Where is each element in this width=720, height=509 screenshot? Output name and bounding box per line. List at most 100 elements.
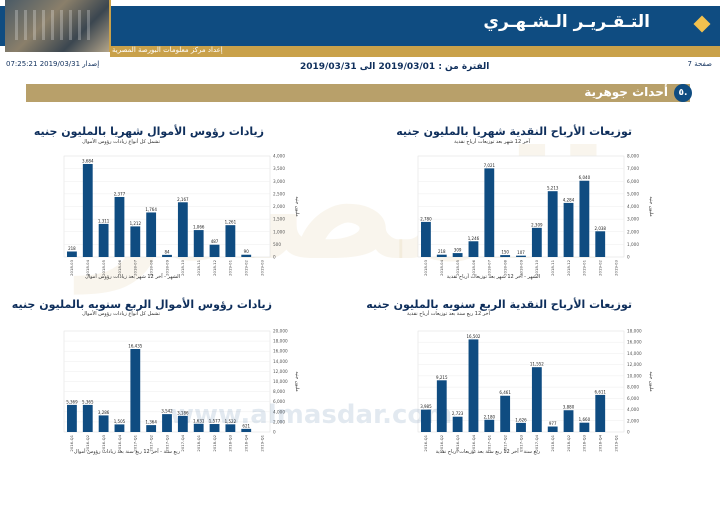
bar — [82, 404, 93, 432]
data-label: 2,309 — [531, 222, 543, 227]
data-label: 1,577 — [209, 419, 221, 424]
x-tick-label: 2017-Q2 — [148, 434, 153, 451]
x-tick-label: 2018-11 — [196, 259, 201, 275]
page-number: صفحة 7 — [687, 60, 712, 68]
bar — [500, 255, 511, 257]
x-tick-label: 2018-04 — [439, 259, 444, 275]
y-tick-label: 8,000 — [627, 154, 639, 159]
data-label: 977 — [549, 421, 557, 426]
bar — [209, 424, 220, 432]
bar — [547, 191, 558, 257]
y-tick-label: 2,000 — [273, 204, 285, 209]
chart-caption: ربع سنة - آخر 12 ربع سنة بعد زيادات رؤوس… — [73, 449, 180, 455]
data-label: 16,435 — [128, 344, 142, 349]
data-label: 2,723 — [452, 411, 464, 416]
x-tick-label: 2017-Q2 — [502, 434, 507, 451]
x-tick-label: 2018-10 — [534, 259, 539, 275]
y-tick-label: 4,000 — [273, 154, 285, 159]
bar — [468, 241, 479, 257]
y-tick-label: 4,000 — [273, 409, 285, 414]
chart-caption: الشهر - آخر 12 شهر بعد زيادات رؤوس أموال — [85, 274, 180, 280]
x-tick-label: 2018-05 — [455, 259, 460, 275]
bar — [452, 253, 463, 257]
y-tick-label: 0 — [273, 255, 276, 260]
y-tick-label: 6,000 — [627, 396, 639, 401]
y-tick-label: 8,000 — [627, 385, 639, 390]
y-tick-label: 1,000 — [627, 242, 639, 247]
bar — [98, 223, 109, 257]
y-axis-label: مليون جنيه — [648, 371, 653, 392]
chart-quarterly-dividends: 0 2,000 4,000 6,000 8,000 10,000 12,000 14,000 1… — [417, 329, 653, 452]
x-tick-label: 2019-01 — [582, 259, 587, 275]
header-corner-emblem — [688, 6, 720, 46]
x-tick-label: 2016-Q4 — [471, 434, 476, 451]
data-label: 1,364 — [145, 420, 157, 425]
bar — [516, 422, 526, 432]
x-tick-label: 2016-Q3 — [101, 434, 106, 451]
data-label: 487 — [211, 239, 219, 244]
section-title: أحداث جوهرية — [584, 85, 668, 99]
data-label: 2,780 — [420, 216, 432, 221]
chart-title: زيادات رؤوس الأموال شهريا بالمليون جنيه — [33, 125, 264, 138]
x-tick-label: 2019-02 — [244, 259, 249, 275]
y-tick-label: 18,000 — [273, 339, 288, 344]
x-tick-label: 2018-Q3 — [582, 434, 587, 451]
x-tick-label: 2019-03 — [613, 259, 618, 275]
data-label: 150 — [501, 250, 509, 255]
x-tick-label: 2018-Q4 — [598, 434, 603, 451]
x-tick-label: 2018-Q1 — [196, 434, 201, 451]
bar — [468, 339, 479, 432]
y-tick-label: 0 — [273, 430, 276, 435]
y-tick-label: 2,500 — [273, 191, 285, 196]
bar — [484, 419, 495, 432]
data-label: 5,369 — [66, 399, 78, 404]
data-label: 5,365 — [82, 399, 94, 404]
bar — [67, 251, 77, 257]
chart-monthly-dividends: 0 1,000 2,000 3,000 4,000 5,000 6,000 7,000 8,00… — [417, 154, 653, 276]
y-tick-label: 3,000 — [627, 217, 639, 222]
x-tick-label: 2018-07 — [487, 259, 492, 275]
data-label: 1,626 — [515, 417, 527, 422]
y-tick-label: 2,000 — [627, 418, 639, 423]
bar — [130, 226, 141, 257]
data-label: 1,212 — [130, 221, 142, 226]
data-label: 9,215 — [436, 375, 448, 380]
y-tick-label: 14,000 — [627, 351, 642, 356]
x-tick-label: 2018-03 — [423, 259, 428, 275]
bar — [193, 230, 204, 257]
x-tick-label: 2016-Q2 — [85, 434, 90, 451]
bar — [484, 168, 495, 257]
bar — [130, 349, 141, 432]
x-tick-label: 2016-Q3 — [455, 434, 460, 451]
y-tick-label: 500 — [273, 242, 281, 247]
report-title: التـقـريـر الـشـهـري — [483, 12, 650, 32]
chart-subtitle: آخر 12 ربع سنة بعد توزيعات أرباح نقدية — [406, 311, 490, 317]
data-label: 107 — [517, 250, 525, 255]
bar — [209, 244, 220, 257]
x-tick-label: 2018-Q2 — [566, 434, 571, 451]
bar — [547, 426, 558, 432]
period-text: الفترة من : 2019/03/01 الى 2019/03/31 — [300, 62, 490, 72]
data-label: 2,180 — [484, 414, 496, 419]
data-label: 1,631 — [193, 418, 205, 423]
data-label: 1,660 — [579, 417, 591, 422]
chart-caption: الشهر - آخر 12 شهر بعد توزيعات أرباح نقد… — [446, 274, 540, 280]
bar — [563, 202, 574, 257]
data-label: 7,021 — [484, 163, 496, 168]
x-tick-label: 2018-09 — [164, 259, 169, 275]
data-label: 309 — [454, 248, 462, 253]
x-tick-label: 2019-Q1 — [613, 434, 618, 451]
data-label: 1,311 — [98, 218, 110, 223]
x-tick-label: 2017-Q3 — [164, 434, 169, 451]
bar — [436, 380, 447, 432]
data-label: 218 — [438, 249, 446, 254]
y-axis-label: مليون جنيه — [294, 196, 299, 217]
bar — [516, 255, 526, 257]
report-header-bar — [0, 6, 720, 46]
bar — [241, 428, 252, 432]
bar — [421, 409, 431, 432]
x-tick-label: 2017-Q1 — [133, 434, 138, 451]
bar — [162, 254, 172, 257]
data-label: 11,552 — [530, 362, 544, 367]
bar — [98, 415, 109, 432]
